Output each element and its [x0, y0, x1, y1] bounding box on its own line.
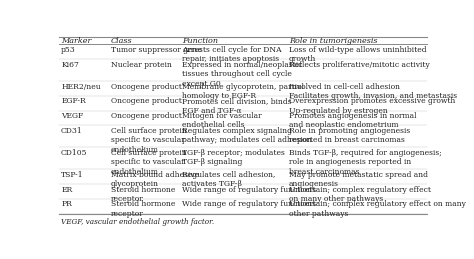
Text: TSP-1: TSP-1: [61, 171, 84, 179]
Text: Steroid hormone
receptor: Steroid hormone receptor: [110, 185, 175, 203]
Text: Regulates complex signaling
pathway; modulates cell adhesion: Regulates complex signaling pathway; mod…: [182, 127, 312, 144]
Text: Matrix-bound adhesive
glycoprotein: Matrix-bound adhesive glycoprotein: [110, 171, 199, 188]
Text: Uncertain; complex regulatory effect on many
other pathways: Uncertain; complex regulatory effect on …: [289, 200, 466, 218]
Text: May promote metastatic spread and
angiogenesis: May promote metastatic spread and angiog…: [289, 171, 428, 188]
Text: Ki67: Ki67: [61, 61, 79, 69]
Text: TGF-β receptor; modulates
TGF-β signaling: TGF-β receptor; modulates TGF-β signalin…: [182, 149, 285, 166]
Text: Regulates cell adhesion,
activates TGF-β: Regulates cell adhesion, activates TGF-β: [182, 171, 276, 188]
Text: Steroid hormone
receptor: Steroid hormone receptor: [110, 200, 175, 218]
Text: CD105: CD105: [61, 149, 88, 157]
Text: Tumor suppressor gene: Tumor suppressor gene: [110, 46, 201, 54]
Text: Cell surface protein
specific to vascular
endothelium: Cell surface protein specific to vascula…: [110, 127, 186, 154]
Text: Promotes cell division, binds
EGF and TGF-α: Promotes cell division, binds EGF and TG…: [182, 97, 292, 115]
Text: Oncogene product: Oncogene product: [110, 83, 182, 91]
Text: Mitogen for vascular
endothelial cells: Mitogen for vascular endothelial cells: [182, 112, 262, 130]
Text: p53: p53: [61, 46, 76, 54]
Text: CD31: CD31: [61, 127, 83, 135]
Text: Arrests cell cycle for DNA
repair, initiates apoptosis: Arrests cell cycle for DNA repair, initi…: [182, 46, 282, 63]
Text: VEGF, vascular endothelial growth factor.: VEGF, vascular endothelial growth factor…: [61, 218, 214, 226]
Text: Nuclear protein: Nuclear protein: [110, 61, 172, 69]
Text: ER: ER: [61, 185, 73, 193]
Text: Promotes angiogenesis in normal
and neoplastic endometrium: Promotes angiogenesis in normal and neop…: [289, 112, 416, 130]
Text: Cell surface protein
specific to vascular
endothelium: Cell surface protein specific to vascula…: [110, 149, 186, 176]
Text: Function: Function: [182, 37, 219, 45]
Text: Expressed in normal/neoplastic
tissues throughout cell cycle
except G0: Expressed in normal/neoplastic tissues t…: [182, 61, 303, 88]
Text: PR: PR: [61, 200, 72, 208]
Text: Loss of wild-type allows uninhibited
growth: Loss of wild-type allows uninhibited gro…: [289, 46, 427, 63]
Text: Wide range of regulatory functions: Wide range of regulatory functions: [182, 185, 316, 193]
Text: Membrane glycoprotein, partial
homology to EGF-R: Membrane glycoprotein, partial homology …: [182, 83, 304, 100]
Text: Overexpression promotes excessive growth
Up-regulated by estrogen: Overexpression promotes excessive growth…: [289, 97, 455, 115]
Text: Wide range of regulatory functions: Wide range of regulatory functions: [182, 200, 316, 208]
Text: Role in promoting angiogenesis
reported in breast carcinomas: Role in promoting angiogenesis reported …: [289, 127, 410, 144]
Text: Class: Class: [110, 37, 132, 45]
Text: Marker: Marker: [61, 37, 91, 45]
Text: Uncertain; complex regulatory effect
on many other pathways: Uncertain; complex regulatory effect on …: [289, 185, 431, 203]
Text: EGF-R: EGF-R: [61, 97, 86, 105]
Text: Reflects proliferative/mitotic activity: Reflects proliferative/mitotic activity: [289, 61, 429, 69]
Text: VEGF: VEGF: [61, 112, 83, 120]
Text: Role in tumorigenesis: Role in tumorigenesis: [289, 37, 377, 45]
Text: HER2/neu: HER2/neu: [61, 83, 100, 91]
Text: Oncogene product: Oncogene product: [110, 97, 182, 105]
Text: Binds TGF-β, required for angiogenesis;
role in angiogenesis reported in
breast : Binds TGF-β, required for angiogenesis; …: [289, 149, 442, 176]
Text: Oncogene product: Oncogene product: [110, 112, 182, 120]
Text: Involved in cell-cell adhesion
Facilitates growth, invasion, and metastasis: Involved in cell-cell adhesion Facilitat…: [289, 83, 457, 100]
